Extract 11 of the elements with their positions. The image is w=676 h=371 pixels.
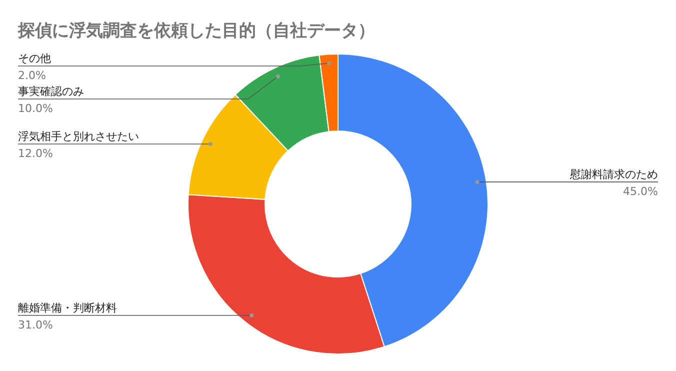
slice-label: 慰謝料請求のため bbox=[569, 168, 658, 181]
data-label: 31.0% bbox=[18, 318, 53, 332]
slice-label: その他 bbox=[18, 52, 51, 65]
data-label: 10.0% bbox=[18, 102, 53, 115]
data-label: 45.0% bbox=[623, 184, 658, 198]
slice-label: 離婚準備・判断材料 bbox=[18, 301, 117, 314]
chart-title: 探偵に浮気調査を依頼した目的（自社データ） bbox=[17, 21, 375, 41]
data-label: 2.0% bbox=[18, 69, 46, 82]
slice-label: 浮気相手と別れさせたい bbox=[18, 130, 139, 143]
data-label: 12.0% bbox=[18, 146, 53, 160]
slice-label: 事実確認のみ bbox=[18, 85, 84, 98]
